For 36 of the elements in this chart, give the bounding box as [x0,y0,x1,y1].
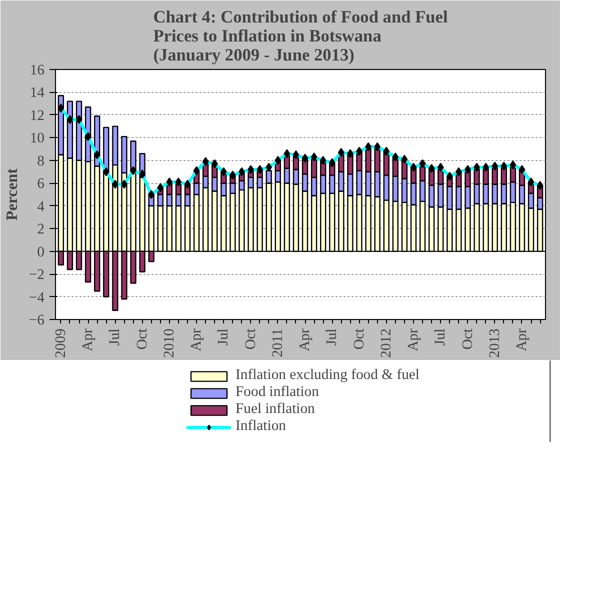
y-tick-label: 8 [37,153,44,170]
y-tick-label: 12 [30,108,44,124]
x-tick-label: 2012 [378,328,394,358]
y-tick-label: 2 [37,222,44,238]
y-tick-label: −4 [28,290,46,306]
x-tick-label: Jul [107,328,124,346]
legend-label: Fuel inflation [236,401,315,418]
y-tick-label: 10 [30,130,44,147]
x-tick-label: Apr [297,328,314,352]
x-tick-label: Apr [406,328,422,352]
legend-label: Inflation [236,418,286,435]
y-tick-label: 16 [30,62,44,78]
y-axis-title: Percent [4,168,21,221]
x-tick-label: Apr [514,328,530,352]
x-tick-label: 2009 [52,328,69,358]
y-tick-label: 6 [37,176,44,192]
x-tick-label: Jul [432,328,449,346]
y-tick-label: −6 [28,312,44,328]
x-tick-label: 2011 [270,328,286,358]
x-tick-label: Apr [80,328,96,352]
x-tick-label: Apr [188,328,205,352]
y-tick-label: 14 [30,85,46,102]
x-tick-label: Oct [134,328,150,350]
x-tick-label: 2010 [161,328,178,358]
x-tick-label: Jul [324,328,340,346]
x-tick-label: Jul [216,328,232,346]
x-tick-label: Oct [351,328,368,350]
x-tick-label: Oct [242,328,259,350]
chart-title: Chart 4: Contribution of Food and Fuel Prices to Inflation in Botswana (January 2009 - June 2013) [153,8,448,64]
legend-label: Food inflation [236,384,319,401]
legend-label: Inflation excluding food & fuel [236,367,420,384]
y-tick-label: −2 [28,267,44,284]
x-tick-label: Oct [460,328,476,350]
y-tick-label: 0 [37,244,44,260]
y-tick-label: 4 [37,198,46,215]
x-tick-label: 2013 [486,328,503,358]
